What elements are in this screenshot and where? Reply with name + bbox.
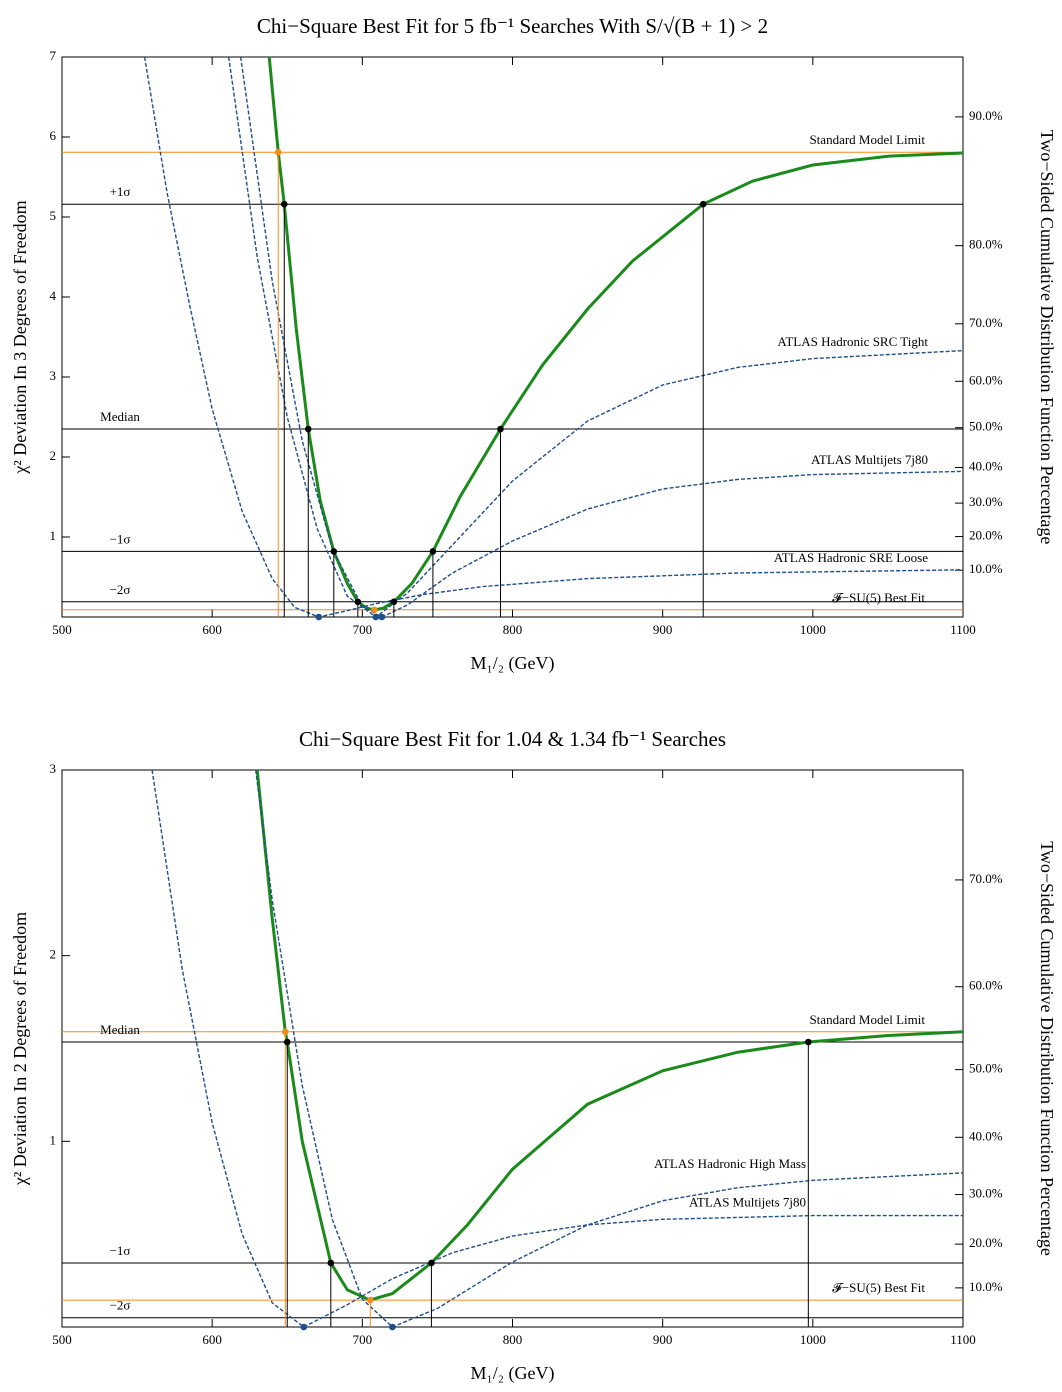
y2-tick-label: 10.0% [969,561,1003,576]
series-label: ATLAS Hadronic High Mass [654,1156,806,1171]
y2-tick-label: 50.0% [969,1061,1003,1076]
x-tick-label: 1100 [950,622,976,637]
y2-tick-label: 30.0% [969,1186,1003,1201]
y-tick-label: 2 [50,448,57,463]
x-tick-label: 800 [503,1332,523,1347]
y2-tick-label: 90.0% [969,108,1003,123]
y-tick-label: 2 [50,947,57,962]
marker [389,1323,396,1331]
x-tick-label: 600 [202,622,222,637]
y2-tick-label: 40.0% [969,1128,1003,1143]
y2-tick-label: 80.0% [969,237,1003,252]
series-line [255,769,964,1302]
x-axis-label: M₁/₂ (GeV) [470,1363,554,1384]
y2-axis-label: Two−Sided Cumulative Distribution Functi… [1037,130,1057,545]
marker [428,1259,435,1267]
y2-axis-label: Two−Sided Cumulative Distribution Functi… [1037,841,1057,1256]
reference-label: −1σ [110,531,131,546]
x-tick-label: 900 [653,1332,673,1347]
marker [280,200,288,208]
y-axis-label: χ² Deviation In 3 Degrees of Freedom [10,200,30,474]
y2-tick-label: 70.0% [969,871,1003,886]
marker [315,613,323,621]
marker [390,598,398,606]
y-tick-label: 3 [50,761,57,776]
chart-title: Chi−Square Best Fit for 5 fb⁻¹ Searches … [257,14,768,38]
y2-tick-label: 20.0% [969,528,1003,543]
series-label: ATLAS Hadronic SRE Loose [774,550,928,565]
reference-label: −2σ [110,582,131,597]
marker [304,425,312,433]
y-tick-label: 6 [50,128,57,143]
marker [300,1323,308,1331]
y-tick-label: 1 [50,528,57,543]
reference-label: Standard Model Limit [809,1012,925,1027]
reference-label: Median [100,409,140,424]
series-line [151,769,963,1328]
y2-tick-label: 50.0% [969,419,1003,434]
y2-tick-label: 20.0% [969,1235,1003,1250]
chart-panel: Chi−Square Best Fit for 5 fb⁻¹ Searches … [10,14,1057,674]
marker [366,1296,374,1304]
y2-tick-label: 30.0% [969,494,1003,509]
series-line [240,56,964,618]
x-tick-label: 1000 [800,1332,826,1347]
reference-label: 𝓕−SU(5) Best Fit [832,590,925,605]
x-axis-label: M₁/₂ (GeV) [470,653,554,674]
marker [378,613,386,621]
reference-label: Standard Model Limit [809,132,925,147]
marker [274,148,282,156]
marker [330,548,338,555]
marker [327,1259,335,1267]
chart-title: Chi−Square Best Fit for 1.04 & 1.34 fb⁻¹… [299,727,726,751]
marker [429,548,437,555]
y2-tick-label: 70.0% [969,315,1003,330]
y2-tick-label: 60.0% [969,372,1003,387]
series-label: ATLAS Multijets 7j80 [689,1195,806,1210]
x-tick-label: 1100 [950,1332,976,1347]
marker [283,1038,291,1046]
series-label: ATLAS Hadronic SRC Tight [777,334,928,349]
x-tick-label: 700 [353,1332,373,1347]
x-tick-label: 1000 [800,622,826,637]
x-tick-label: 500 [52,622,72,637]
reference-label: −2σ [110,1298,131,1313]
marker [497,425,504,433]
y2-tick-label: 40.0% [969,458,1003,473]
reference-label: Median [100,1022,140,1037]
series-label: ATLAS Multijets 7j80 [811,452,928,467]
chart-panel: Chi−Square Best Fit for 1.04 & 1.34 fb⁻¹… [10,727,1057,1384]
y-tick-label: 4 [50,288,57,303]
x-tick-label: 600 [202,1332,222,1347]
series-line [227,56,964,618]
x-tick-label: 800 [503,622,523,637]
y-tick-label: 3 [50,368,57,383]
marker [372,613,380,621]
x-tick-label: 700 [353,622,373,637]
series-line [255,769,964,1328]
x-tick-label: 500 [52,1332,72,1347]
y-axis-label: χ² Deviation In 2 Degrees of Freedom [10,912,30,1186]
marker [354,598,362,606]
y-tick-label: 7 [50,48,57,63]
y2-tick-label: 10.0% [969,1279,1003,1294]
marker [371,606,378,614]
y-tick-label: 1 [50,1132,57,1147]
marker [281,1028,289,1036]
reference-label: 𝓕−SU(5) Best Fit [832,1280,925,1295]
marker [805,1038,812,1046]
x-tick-label: 900 [653,622,673,637]
y2-tick-label: 60.0% [969,978,1003,993]
reference-label: −1σ [110,1243,131,1258]
y-tick-label: 5 [50,208,57,223]
reference-label: +1σ [110,184,131,199]
marker [699,200,707,208]
